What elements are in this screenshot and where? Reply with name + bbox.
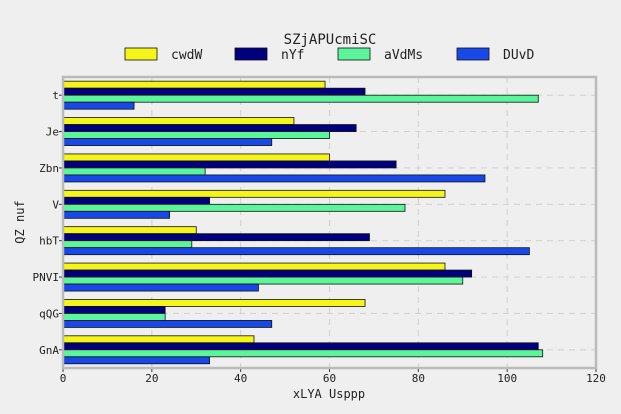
y-axis-label: QZ nuf <box>13 200 27 243</box>
bar <box>62 233 370 242</box>
bars <box>62 80 544 365</box>
bar <box>62 240 193 249</box>
y-tick-label: Je <box>46 126 59 139</box>
bar <box>62 203 406 212</box>
bar <box>62 356 210 365</box>
legend-swatch <box>456 47 490 61</box>
x-axis-ticks: 0 20 40 60 80 100 120 <box>60 368 606 385</box>
y-tick-label: t <box>52 89 59 102</box>
bar <box>62 226 197 235</box>
legend-swatch <box>234 47 268 61</box>
x-tick-label: 40 <box>234 372 247 385</box>
bar <box>62 160 397 169</box>
bar <box>62 94 539 103</box>
legend-label: nYf <box>281 48 304 63</box>
x-tick-label: 0 <box>60 372 67 385</box>
x-tick-label: 80 <box>412 372 425 385</box>
bar <box>62 189 446 198</box>
bar <box>62 174 486 183</box>
bar <box>62 138 273 146</box>
y-tick-label: PNVI <box>33 271 60 284</box>
bar <box>62 349 544 358</box>
x-tick-label: 100 <box>497 372 517 385</box>
bar <box>62 210 170 219</box>
legend-swatch <box>337 47 371 61</box>
bar <box>62 320 273 328</box>
legend-label: DUvD <box>503 48 534 63</box>
bar <box>62 299 366 307</box>
bar <box>62 306 166 314</box>
y-tick-label: GnA <box>39 344 59 357</box>
bar <box>62 262 446 271</box>
bar <box>62 335 255 344</box>
y-tick-label: hbT <box>39 235 59 248</box>
x-tick-label: 20 <box>145 372 158 385</box>
bar <box>62 131 330 139</box>
legend-swatch <box>124 47 158 61</box>
bar <box>62 269 473 278</box>
bar <box>62 276 464 285</box>
y-tick-label: Zbn <box>39 162 59 175</box>
x-axis-label: xLYA Usppp <box>293 387 365 401</box>
legend: cwdW nYf aVdMs DUvD <box>124 47 534 63</box>
bar <box>62 87 366 96</box>
bar <box>62 124 357 132</box>
bar <box>62 101 135 110</box>
y-tick-label: qQG <box>39 307 59 320</box>
bar <box>62 342 539 351</box>
bar <box>62 247 530 256</box>
legend-label: aVdMs <box>384 48 423 63</box>
bar <box>62 167 206 176</box>
y-tick-label: V <box>52 198 59 211</box>
bar <box>62 283 259 292</box>
chart-title: SZjAPUcmiSC <box>284 32 377 48</box>
x-tick-label: 60 <box>323 372 336 385</box>
bar <box>62 313 166 321</box>
x-tick-label: 120 <box>586 372 606 385</box>
legend-label: cwdW <box>171 48 202 63</box>
bar <box>62 153 330 162</box>
bar <box>62 80 326 89</box>
bar <box>62 117 295 125</box>
plot-frame <box>61 75 598 370</box>
bar <box>62 196 210 205</box>
